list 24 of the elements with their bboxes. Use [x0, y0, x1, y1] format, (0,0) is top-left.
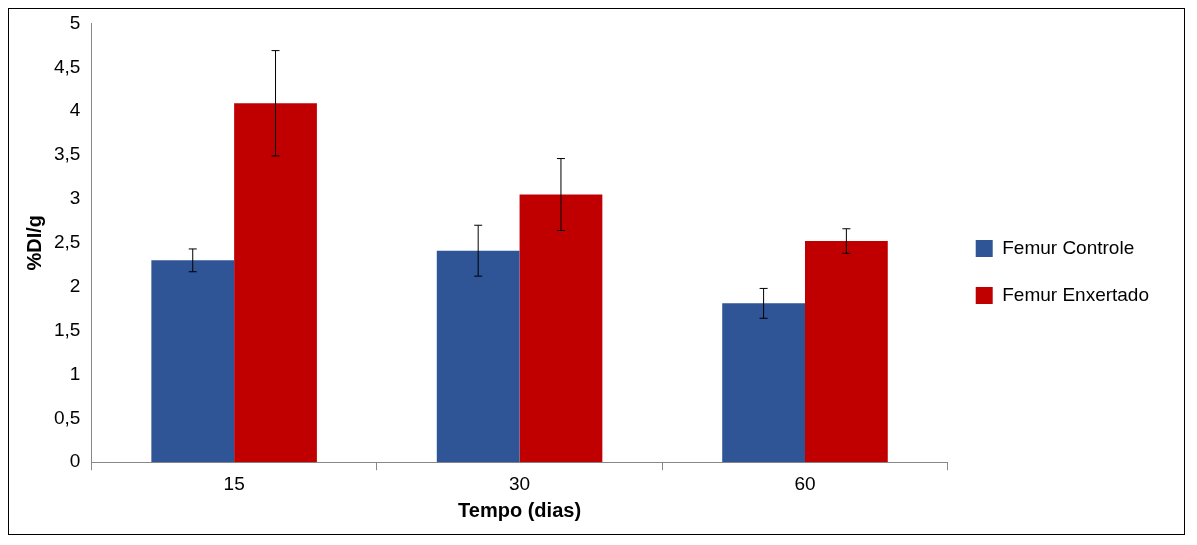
y-axis-title: %DI/g — [22, 215, 45, 271]
x-tick-label: 30 — [508, 472, 531, 494]
y-tick-label: 0,5 — [53, 406, 81, 428]
y-tick-label: 5 — [69, 11, 81, 33]
y-tick-label: 3,5 — [53, 143, 81, 165]
bar — [234, 103, 317, 463]
y-tick-label: 4,5 — [53, 55, 81, 77]
legend-label: Femur Enxertado — [1002, 283, 1150, 305]
bar — [722, 303, 805, 463]
x-tick-label: 60 — [794, 472, 816, 494]
y-tick-label: 2 — [69, 274, 81, 296]
bar — [805, 241, 888, 463]
legend-label: Femur Controle — [1002, 236, 1135, 258]
y-tick-label: 1,5 — [53, 318, 81, 340]
y-tick-label: 3 — [69, 187, 81, 209]
bar — [151, 260, 235, 463]
y-tick-label: 2,5 — [53, 231, 81, 253]
y-tick-label: 0 — [69, 450, 81, 472]
y-tick-label: 1 — [69, 362, 81, 384]
x-axis-title: Tempo (dias) — [458, 498, 582, 521]
bar — [519, 194, 603, 463]
y-tick-label: 4 — [69, 99, 81, 121]
bar — [436, 250, 520, 463]
x-tick-label: 15 — [223, 472, 245, 494]
